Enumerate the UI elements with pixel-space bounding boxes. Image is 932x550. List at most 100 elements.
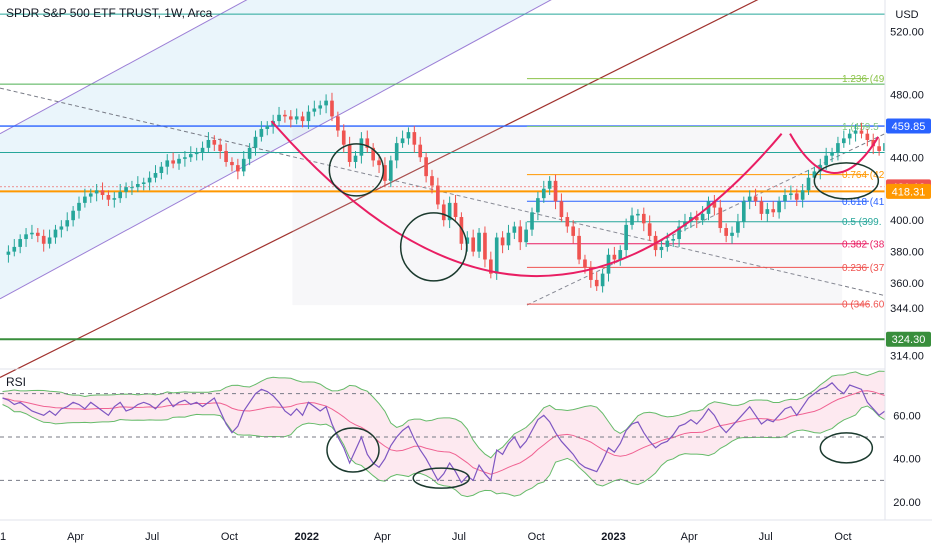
candle (88, 188, 93, 203)
price-tick-label: 480.00 (890, 89, 924, 101)
channel-upper-line (0, 0, 248, 135)
candle (288, 110, 293, 128)
candle (312, 100, 317, 117)
candle (865, 128, 870, 147)
candle (506, 224, 511, 251)
candle (83, 188, 87, 208)
candle (177, 154, 181, 170)
rsi-pattern-ellipse (412, 467, 470, 489)
rsi-pattern-ellipse (819, 432, 874, 464)
candle (253, 130, 258, 156)
fibonacci-retracement: 1.236 (49 1 (459.5 0.764 (42 0.618 (41 0.5 (… (526, 74, 885, 311)
rsi-pane[interactable] (0, 370, 932, 498)
candle (330, 92, 334, 122)
rsi-upper-band (2, 370, 932, 459)
candle (183, 150, 187, 167)
time-tick-label: Apr (681, 531, 698, 543)
candle (859, 122, 864, 139)
candle (365, 130, 370, 153)
candle (41, 229, 46, 252)
candle (441, 199, 446, 227)
svg-text:459.85: 459.85 (892, 121, 926, 133)
candle (218, 138, 223, 159)
candle (700, 206, 705, 225)
candle (59, 220, 64, 238)
candle (277, 106, 281, 126)
candle (430, 169, 434, 194)
price-tick-label: 400.00 (890, 215, 924, 227)
candle (347, 136, 352, 167)
time-tick-label: 2022 (295, 531, 319, 543)
rsi-pattern-ellipse (326, 427, 380, 473)
candle (471, 229, 476, 257)
candle (741, 196, 746, 229)
rsi-lower-band (2, 404, 932, 498)
price-tick-label: 314.00 (890, 350, 924, 362)
time-tick-label: Jul (452, 531, 466, 543)
candle (394, 136, 399, 169)
price-tick-label: 520.00 (890, 26, 924, 38)
small-arc (789, 133, 880, 174)
price-pane[interactable]: 1.236 (49 1 (459.5 0.764 (42 0.618 (41 0.5 (… (0, 0, 932, 378)
candle (283, 110, 287, 123)
time-axis-ticks: 21 Apr Jul Oct 2022 Apr Jul Oct 2023 Apr Jul Oct (0, 531, 852, 543)
candle (877, 138, 881, 156)
candle (771, 201, 776, 218)
candle (206, 132, 211, 153)
candle (677, 220, 681, 247)
candle (853, 124, 858, 142)
candle (489, 251, 493, 279)
candle (736, 213, 740, 238)
candle (483, 226, 487, 268)
candle (300, 111, 305, 128)
fib-label-0.382: 0.382 (38 (842, 239, 885, 250)
time-axis[interactable]: 21 Apr Jul Oct 2022 Apr Jul Oct 2023 Apr Jul Oct (0, 519, 932, 543)
time-tick-label: Jul (145, 531, 159, 543)
candle (65, 212, 70, 232)
rsi-label: RSI (6, 375, 26, 389)
candle (230, 157, 234, 172)
rsi-tick-label: 60.00 (893, 410, 921, 422)
candle (388, 155, 393, 188)
candle (18, 234, 22, 254)
candle (306, 105, 311, 129)
candle (789, 185, 793, 200)
candle (647, 215, 652, 241)
candle (112, 191, 117, 208)
candle (747, 190, 752, 210)
candle (800, 184, 805, 208)
svg-text:418.31: 418.31 (892, 186, 926, 198)
candle (406, 127, 411, 145)
fib-label-0.5: 0.5 (399. (842, 217, 881, 228)
candle (477, 228, 481, 258)
candle (247, 143, 252, 166)
rsi-axis-ticks: 20.00 40.00 60.00 (893, 410, 921, 509)
price-axis[interactable]: 314.00344.00360.00380.00400.00420.00440.… (884, 0, 932, 520)
candle (841, 130, 846, 148)
candle (130, 180, 134, 196)
candle (100, 182, 105, 200)
candle (559, 193, 564, 222)
candle (624, 218, 628, 258)
candle (359, 132, 364, 164)
time-tick-label: Oct (834, 531, 851, 543)
channel-lower-line (0, 0, 552, 300)
currency-label[interactable]: USD (895, 9, 918, 21)
candle (77, 196, 81, 219)
candle (47, 229, 52, 249)
candle (236, 158, 240, 180)
rsi-indicator (0, 370, 932, 498)
candle (71, 206, 75, 227)
candle (536, 191, 540, 221)
fib-label-1.236: 1.236 (49 (842, 74, 885, 85)
price-badge-blue-high: 459.85 (886, 118, 931, 134)
channel-mid-line (0, 0, 759, 378)
time-tick-label: Oct (221, 531, 238, 543)
candle (106, 190, 111, 207)
candle (694, 210, 699, 229)
candle (212, 135, 217, 151)
candle (336, 111, 340, 137)
candle (436, 177, 440, 210)
candle (553, 174, 558, 210)
